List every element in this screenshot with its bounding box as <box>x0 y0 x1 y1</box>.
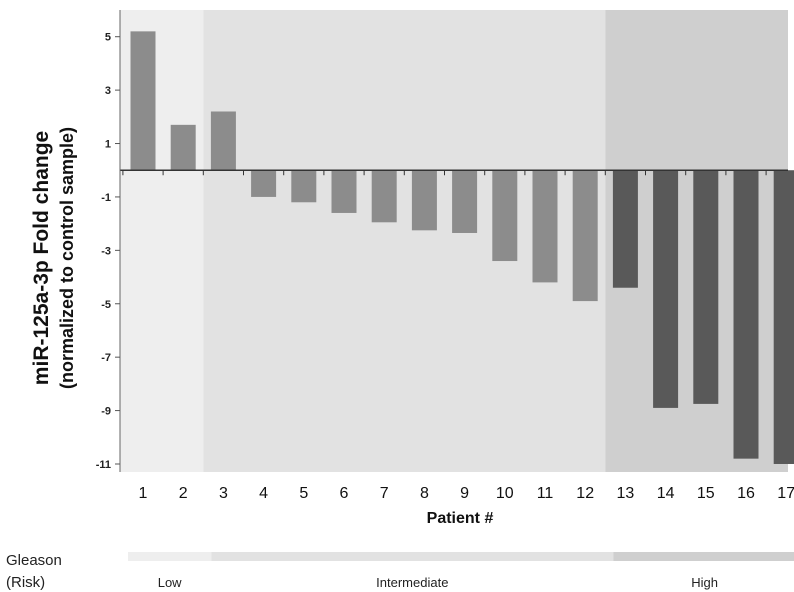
bar-patient-8 <box>411 170 437 231</box>
bar-patient-16 <box>733 170 759 459</box>
x-tick-label: 10 <box>496 485 514 502</box>
x-tick-label: 1 <box>139 485 148 502</box>
y-axis-subtitle: (normalized to control sample) <box>57 127 77 389</box>
x-tick-label: 5 <box>299 485 308 502</box>
bar-patient-7 <box>371 170 397 223</box>
x-tick-label: 17 <box>777 485 794 502</box>
risk-strip-low <box>128 552 212 561</box>
bar-patient-1 <box>130 31 156 171</box>
gleason-label: Gleason <box>6 552 62 569</box>
bar-patient-12 <box>572 170 598 302</box>
y-tick-label: -7 <box>101 352 111 364</box>
bar-patient-13 <box>612 170 638 288</box>
x-tick-label: 14 <box>657 485 675 502</box>
y-tick-label: -9 <box>101 406 111 418</box>
bar-patient-4 <box>251 170 277 197</box>
bar-patient-14 <box>653 170 679 408</box>
x-tick-label: 15 <box>697 485 715 502</box>
risk-strip: Low Intermediate High <box>128 552 794 590</box>
bar-patient-5 <box>291 170 317 203</box>
bar-patient-2 <box>170 124 196 171</box>
x-tick-label: 4 <box>259 485 268 502</box>
x-tick-label: 6 <box>340 485 349 502</box>
risk-group-label: High <box>691 575 718 590</box>
y-tick-label: -5 <box>101 299 111 311</box>
risk-group-label: Intermediate <box>376 575 448 590</box>
label-layer: 531-1-3-5-7-9-111 2 3 4 5 6 7 8 9 10 11 12 13 14 15 16 1… <box>96 32 794 502</box>
risk-strip-intermediate <box>211 552 614 561</box>
x-tick-label: 11 <box>537 485 554 502</box>
x-tick-label: 16 <box>737 485 755 502</box>
x-tick-label: 8 <box>420 485 429 502</box>
y-tick-label: 3 <box>105 85 111 97</box>
risk-label: (Risk) <box>6 574 45 591</box>
risk-strip-high <box>613 552 794 561</box>
bar-patient-9 <box>452 170 478 233</box>
risk-group-label: Low <box>158 575 182 590</box>
bar-patient-15 <box>693 170 719 404</box>
bar-patient-11 <box>532 170 558 283</box>
x-axis-title: Patient # <box>427 510 494 527</box>
y-tick-label: -1 <box>101 192 111 204</box>
axis-layer <box>115 10 788 472</box>
y-tick-label: -3 <box>101 245 111 257</box>
x-tick-label: 3 <box>219 485 228 502</box>
x-tick-label: 12 <box>576 485 594 502</box>
x-tick-label: 13 <box>617 485 635 502</box>
y-tick-label: -11 <box>96 459 111 471</box>
bar-patient-17 <box>773 170 794 464</box>
bar-patient-6 <box>331 170 357 213</box>
bar-layer <box>130 31 794 464</box>
bar-patient-3 <box>210 111 236 171</box>
bar-patient-10 <box>492 170 518 262</box>
y-axis-title: miR-125a-3p Fold change <box>30 131 53 385</box>
risk-background-layer <box>120 10 788 472</box>
x-tick-label: 2 <box>179 485 188 502</box>
y-tick-label: 1 <box>105 139 111 151</box>
x-tick-label: 9 <box>460 485 469 502</box>
x-tick-label: 7 <box>380 485 389 502</box>
y-tick-label: 5 <box>105 32 111 44</box>
